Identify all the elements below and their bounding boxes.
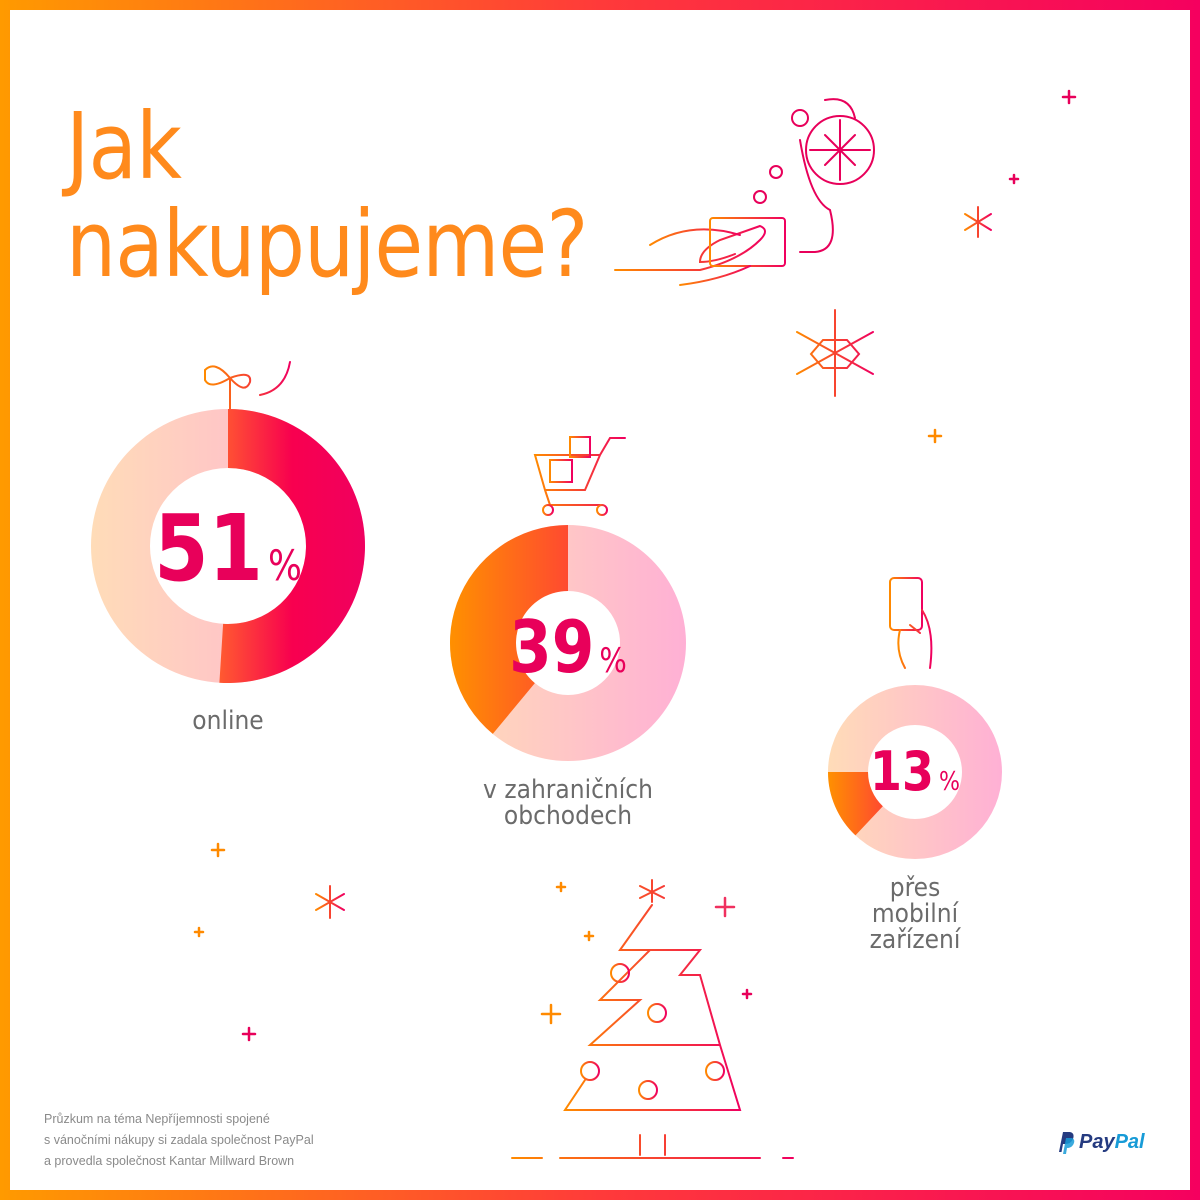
plus-icons [193,89,1077,1042]
label-line: mobilní [871,899,959,929]
donut-segment [450,525,568,734]
label-line: obchodech [503,801,633,831]
footnote: Průzkum na téma Nepříjemnosti spojené s … [44,1109,314,1172]
paypal-p-icon [1059,1132,1075,1154]
snowflake-icon [796,309,874,397]
label-line: v zahraničních [483,775,653,805]
christmas-tree-icon [511,879,794,1159]
snowflake-icon [964,206,992,238]
title-line-2: nakupujeme? [66,191,588,298]
logo-pay: Pay [1079,1130,1115,1153]
label-line: přes [889,873,941,903]
donut-online-percent: 51% [154,495,302,602]
page-title: Jak nakupujeme? [66,93,588,298]
label-line: zařízení [869,925,961,955]
smartphone-hand-icon [889,577,933,669]
footnote-line: a provedla společnost Kantar Millward Br… [44,1154,295,1168]
donut-segment [828,772,883,836]
donut-online-label: online [192,706,264,736]
title-line-1: Jak [66,93,182,200]
snowflake-icon [315,885,345,919]
footnote-line: Průzkum na téma Nepříjemnosti spojené [44,1112,270,1126]
paypal-logo[interactable]: PayPal [1055,1130,1145,1154]
donut-mobile-label: přes mobilní zařízení [843,875,987,953]
donut-mobile-percent: 13% [870,740,960,803]
footnote-line: s vánočními nákupy si zadala společnost … [44,1133,314,1147]
ornament-ball-icon [753,98,875,253]
hand-with-card-icon [614,217,786,286]
donut-segment [219,409,365,683]
shopping-cart-icon [533,436,626,516]
logo-pal: Pal [1114,1130,1145,1153]
donut-abroad-label: v zahraničních obchodech [469,777,667,829]
bow-icon [204,361,291,411]
donut-abroad-percent: 39% [509,605,627,689]
